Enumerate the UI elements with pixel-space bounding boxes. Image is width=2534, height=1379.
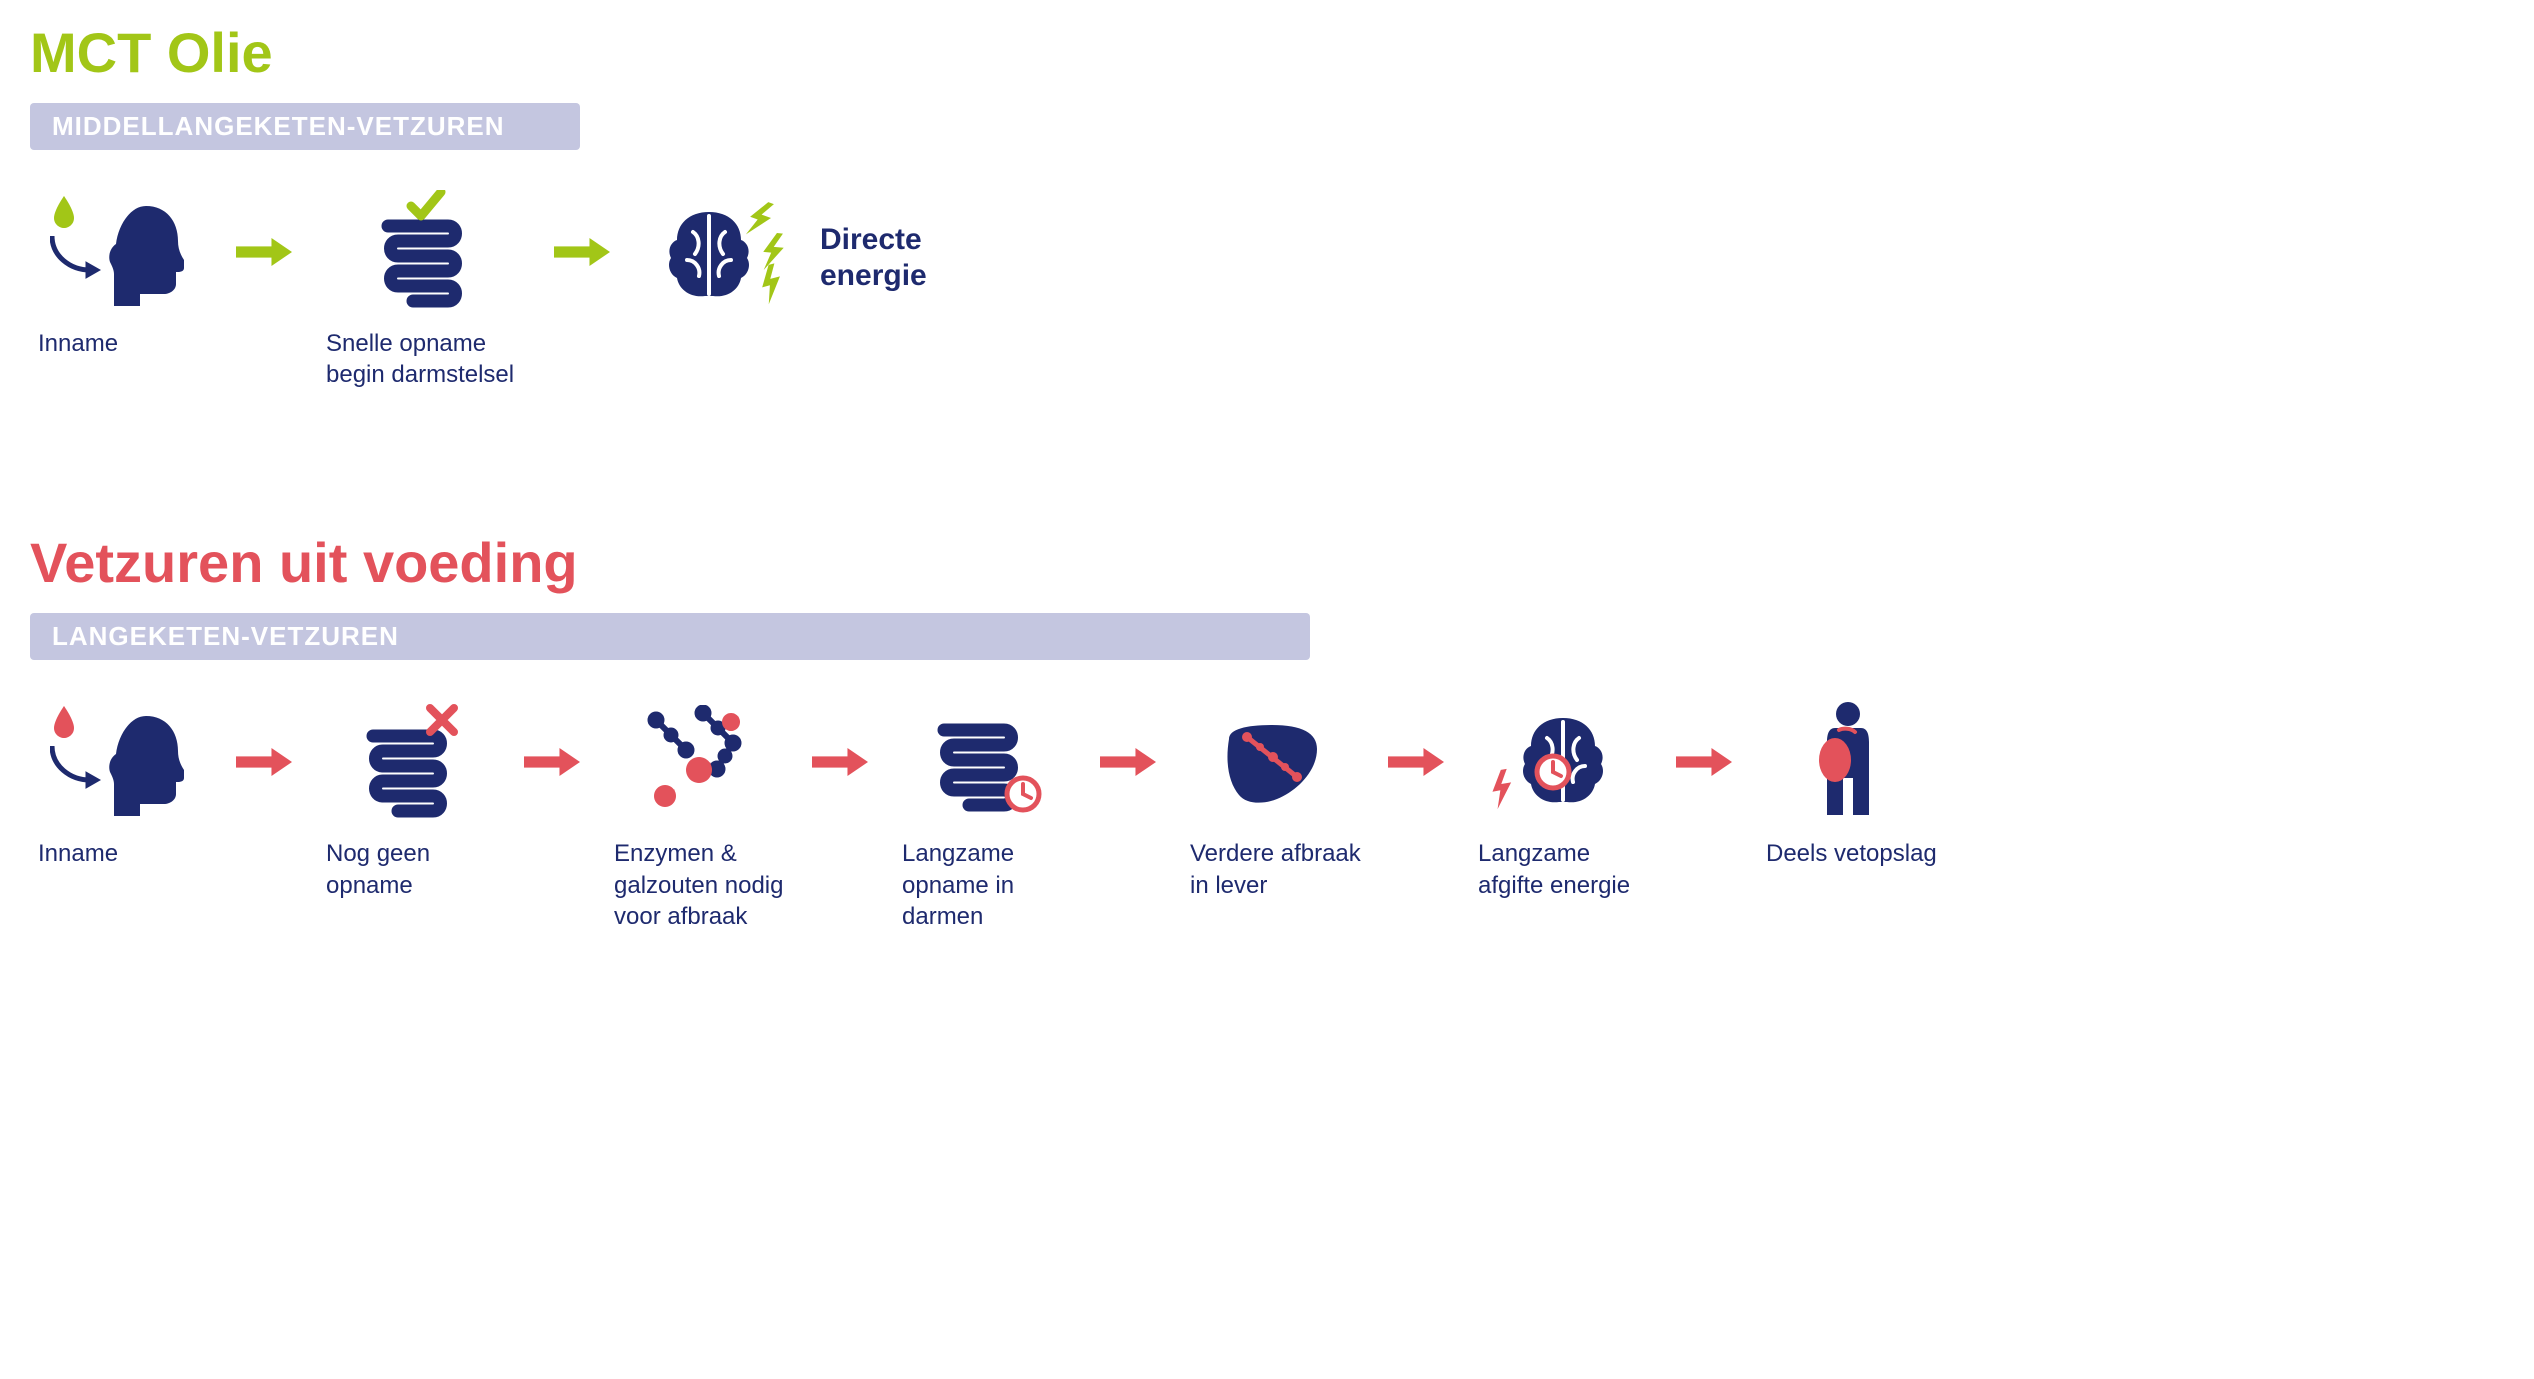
step-brain-mct [636, 190, 786, 328]
intestine-check-icon [363, 190, 483, 310]
step-label: Verdere afbraak in lever [1182, 838, 1362, 900]
brain-energy-green-icon [631, 190, 791, 310]
title-vetzuren: Vetzuren uit voeding [30, 530, 2504, 595]
arrow-icon [234, 748, 294, 776]
arrow-icon [234, 238, 294, 266]
step-label: Langzame afgifte energie [1470, 838, 1650, 900]
step-enzymen: Enzymen & galzouten nodig voor afbraak [606, 700, 786, 932]
end-label-mct: Directeenergie [820, 222, 927, 294]
arrow-icon [1098, 748, 1158, 776]
step-label: Inname [30, 838, 210, 869]
step-inname-v: Inname [30, 700, 210, 869]
arrow-icon [1674, 748, 1734, 776]
arrow-icon [522, 748, 582, 776]
step-inname-mct: Inname [30, 190, 210, 359]
head-drop-red-icon [50, 700, 190, 820]
section-mct: MCT Olie MIDDELLANGEKETEN-VETZUREN Innam… [30, 20, 2504, 390]
intestine-clock-icon [919, 700, 1049, 820]
section-vetzuren: Vetzuren uit voeding LANGEKETEN-VETZUREN… [30, 530, 2504, 932]
step-label: Enzymen & galzouten nodig voor afbraak [606, 838, 786, 932]
subtitle-mct: MIDDELLANGEKETEN-VETZUREN [30, 103, 580, 150]
flow-vetzuren: Inname Nog geen opname [30, 700, 2504, 932]
enzymes-icon [641, 700, 751, 820]
subtitle-vetzuren: LANGEKETEN-VETZUREN [30, 613, 1310, 660]
title-mct: MCT Olie [30, 20, 2504, 85]
step-label: Deels vetopslag [1758, 838, 1938, 869]
step-lever: Verdere afbraak in lever [1182, 700, 1362, 900]
intestine-x-icon [348, 700, 468, 820]
subtitle-mct-text: MIDDELLANGEKETEN-VETZUREN [52, 111, 505, 141]
liver-icon [1207, 700, 1337, 820]
step-vetopslag: Deels vetopslag [1758, 700, 1938, 869]
step-label: Nog geen opname [318, 838, 498, 900]
step-langzame-afgifte: Langzame afgifte energie [1470, 700, 1650, 900]
step-opname-mct: Snelle opname begin darmstelsel [318, 190, 528, 390]
flow-mct: Inname Snelle opname begin darmstelsel [30, 190, 2504, 390]
arrow-icon [552, 238, 612, 266]
arrow-icon [1386, 748, 1446, 776]
step-label: Inname [30, 328, 210, 359]
step-label: Langzame opname in darmen [894, 838, 1074, 932]
head-drop-green-icon [50, 190, 190, 310]
subtitle-vetzuren-text: LANGEKETEN-VETZUREN [52, 621, 399, 651]
body-fat-icon [1803, 700, 1893, 820]
step-label: Snelle opname begin darmstelsel [318, 328, 528, 390]
step-noggeen: Nog geen opname [318, 700, 498, 900]
step-langzame-opname: Langzame opname in darmen [894, 700, 1074, 932]
brain-clock-icon [1485, 700, 1635, 820]
arrow-icon [810, 748, 870, 776]
